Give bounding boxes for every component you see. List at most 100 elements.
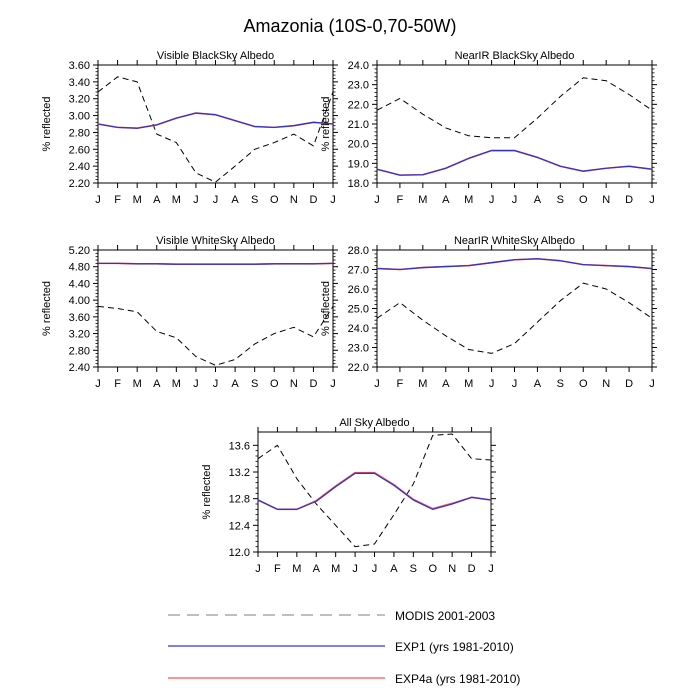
x-tick-label: N bbox=[290, 194, 298, 206]
x-tick-label: O bbox=[428, 563, 437, 575]
y-axis-label: % reflected bbox=[41, 281, 53, 336]
y-tick-label: 3.20 bbox=[69, 329, 90, 341]
y-tick-label: 13.2 bbox=[229, 467, 250, 479]
x-tick-label: J bbox=[488, 563, 494, 575]
x-tick-label: N bbox=[602, 378, 610, 390]
x-tick-label: J bbox=[193, 194, 199, 206]
x-tick-label: J bbox=[213, 378, 219, 390]
x-tick-label: M bbox=[172, 194, 181, 206]
x-tick-label: N bbox=[290, 378, 298, 390]
y-tick-label: 3.00 bbox=[69, 111, 90, 123]
legend-item-modis: MODIS 2001-2003 bbox=[168, 609, 495, 623]
x-tick-label: D bbox=[468, 563, 476, 575]
x-tick-label: J bbox=[95, 194, 101, 206]
x-tick-label: F bbox=[397, 378, 404, 390]
y-tick-label: 18.0 bbox=[348, 178, 369, 190]
y-tick-label: 4.40 bbox=[69, 278, 90, 290]
legend-item-exp1: EXP1 (yrs 1981-2010) bbox=[168, 640, 514, 654]
chart-panel-2: NearIR BlackSky Albedo 18.0 19.0 20.0 21.0 22… bbox=[320, 50, 657, 206]
x-tick-label: F bbox=[397, 194, 404, 206]
x-tick-label: O bbox=[270, 194, 279, 206]
x-tick-label: D bbox=[309, 378, 317, 390]
x-tick-label: M bbox=[133, 378, 142, 390]
y-tick-label: 3.60 bbox=[69, 312, 90, 324]
x-tick-label: A bbox=[313, 563, 321, 575]
x-tick-label: J bbox=[95, 378, 101, 390]
y-tick-label: 2.80 bbox=[69, 127, 90, 139]
chart-panels: Visible BlackSky Albedo 2.20 2.40 2.60 2.80 3… bbox=[41, 50, 657, 575]
plot-frame bbox=[257, 431, 492, 553]
x-tick-label: M bbox=[418, 194, 427, 206]
series-line-exp1 bbox=[376, 258, 653, 271]
y-tick-label: 2.60 bbox=[69, 144, 90, 156]
y-tick-label: 3.60 bbox=[69, 60, 90, 72]
series-line-exp1 bbox=[376, 149, 653, 176]
x-tick-label: O bbox=[579, 378, 588, 390]
y-axis-label: % reflected bbox=[320, 96, 332, 151]
legend: MODIS 2001-2003 EXP1 (yrs 1981-2010) EXP… bbox=[168, 609, 520, 686]
x-tick-label: J bbox=[489, 194, 495, 206]
y-tick-label: 4.80 bbox=[69, 262, 90, 274]
panel-title: Visible WhiteSky Albedo bbox=[156, 235, 274, 247]
x-tick-label: D bbox=[625, 378, 633, 390]
x-tick-label: J bbox=[374, 378, 380, 390]
x-tick-label: S bbox=[251, 378, 258, 390]
legend-label: MODIS 2001-2003 bbox=[395, 609, 495, 623]
x-tick-label: M bbox=[331, 563, 340, 575]
x-tick-label: J bbox=[512, 194, 518, 206]
x-tick-label: D bbox=[309, 194, 317, 206]
y-tick-label: 23.0 bbox=[348, 343, 369, 355]
x-tick-label: M bbox=[172, 378, 181, 390]
y-tick-label: 2.80 bbox=[69, 345, 90, 357]
x-tick-label: M bbox=[292, 563, 301, 575]
x-tick-label: J bbox=[352, 563, 358, 575]
x-tick-label: A bbox=[442, 194, 450, 206]
y-tick-label: 25.0 bbox=[348, 304, 369, 316]
y-tick-label: 2.20 bbox=[69, 178, 90, 190]
y-tick-label: 3.20 bbox=[69, 94, 90, 106]
y-tick-label: 22.0 bbox=[348, 99, 369, 111]
x-tick-label: S bbox=[557, 194, 564, 206]
y-axis-label: % reflected bbox=[320, 281, 332, 336]
x-tick-label: J bbox=[213, 194, 219, 206]
y-tick-label: 3.40 bbox=[69, 77, 90, 89]
y-tick-label: 28.0 bbox=[348, 245, 369, 257]
plot-frame bbox=[376, 64, 653, 184]
x-tick-label: A bbox=[534, 194, 542, 206]
x-tick-label: N bbox=[448, 563, 456, 575]
y-tick-label: 21.0 bbox=[348, 119, 369, 131]
y-tick-label: 2.40 bbox=[69, 362, 90, 374]
plot-frame bbox=[97, 249, 334, 368]
panel-title: Visible BlackSky Albedo bbox=[157, 50, 274, 62]
x-tick-label: J bbox=[330, 194, 336, 206]
y-tick-label: 24.0 bbox=[348, 323, 369, 335]
series-line-exp1 bbox=[257, 472, 492, 510]
y-tick-label: 26.0 bbox=[348, 284, 369, 296]
series-line-modis bbox=[376, 77, 653, 139]
y-tick-label: 4.00 bbox=[69, 295, 90, 307]
chart-panel-4: NearIR WhiteSky Albedo 22.0 23.0 24.0 25.0 26… bbox=[320, 235, 657, 390]
y-tick-label: 2.40 bbox=[69, 161, 90, 173]
x-tick-label: J bbox=[512, 378, 518, 390]
x-tick-label: J bbox=[374, 194, 380, 206]
x-tick-label: M bbox=[133, 194, 142, 206]
panel-title: All Sky Albedo bbox=[339, 417, 409, 429]
x-tick-label: O bbox=[270, 378, 279, 390]
series-line-modis bbox=[97, 305, 334, 366]
y-tick-label: 12.8 bbox=[229, 494, 250, 506]
series-line-exp4a bbox=[257, 471, 492, 511]
legend-item-exp4a: EXP4a (yrs 1981-2010) bbox=[168, 672, 520, 686]
y-tick-label: 13.6 bbox=[229, 440, 250, 452]
x-tick-label: J bbox=[255, 563, 261, 575]
plot-frame bbox=[97, 64, 334, 184]
series-line-exp1 bbox=[97, 112, 334, 129]
series-line-modis bbox=[376, 282, 653, 354]
y-tick-label: 20.0 bbox=[348, 139, 369, 151]
x-tick-label: F bbox=[274, 563, 281, 575]
x-tick-label: S bbox=[410, 563, 417, 575]
series-line-exp4a bbox=[376, 149, 653, 176]
chart-panel-3: Visible WhiteSky Albedo 2.40 2.80 3.20 3.60 4… bbox=[41, 235, 338, 390]
x-tick-label: J bbox=[649, 378, 655, 390]
